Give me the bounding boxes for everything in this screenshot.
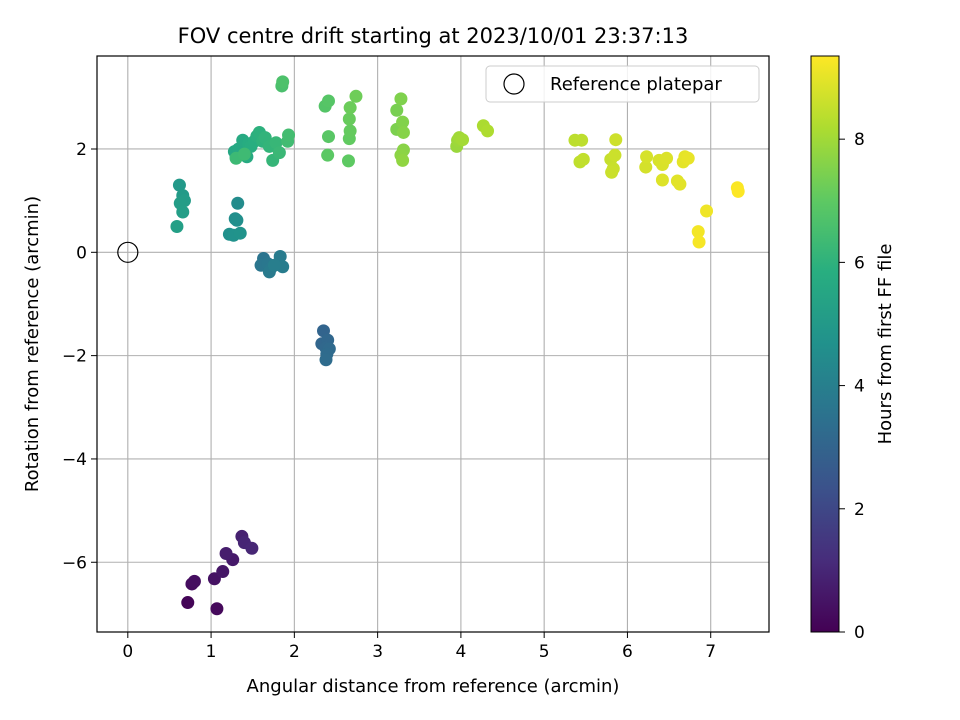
data-point xyxy=(575,133,589,147)
data-point xyxy=(700,204,714,218)
data-point xyxy=(396,125,410,139)
data-point xyxy=(181,596,195,610)
data-point xyxy=(341,154,355,168)
data-point xyxy=(343,124,357,138)
x-tick-label: 0 xyxy=(122,642,133,662)
chart-title: FOV centre drift starting at 2023/10/01 … xyxy=(178,24,689,48)
data-point xyxy=(343,101,357,115)
x-axis-ticks: 0 1 2 3 4 5 6 7 xyxy=(122,632,716,662)
data-point xyxy=(660,151,674,165)
data-point xyxy=(605,165,619,179)
data-point xyxy=(576,152,590,166)
data-point xyxy=(319,353,333,367)
data-point xyxy=(681,151,695,165)
x-tick-label: 2 xyxy=(289,642,300,662)
data-point xyxy=(170,219,184,233)
x-axis-label: Angular distance from reference (arcmin) xyxy=(247,676,620,697)
y-tick-label: −6 xyxy=(62,553,87,573)
data-point xyxy=(456,133,470,147)
data-point xyxy=(216,565,230,579)
data-point xyxy=(272,146,286,160)
x-tick-label: 1 xyxy=(206,642,217,662)
data-point xyxy=(390,103,404,117)
data-point xyxy=(655,173,669,187)
y-tick-label: −2 xyxy=(62,347,87,367)
colorbar-tick-label: 8 xyxy=(854,130,865,150)
data-point xyxy=(172,178,186,192)
legend-label-reference: Reference platepar xyxy=(550,74,722,95)
data-point xyxy=(231,196,245,210)
data-point xyxy=(245,541,259,555)
data-point xyxy=(639,160,653,174)
reference-point-marker xyxy=(117,241,139,263)
legend-marker-reference xyxy=(503,73,525,95)
data-point xyxy=(608,148,622,162)
data-point xyxy=(394,92,408,106)
colorbar: 0 2 4 6 8 Hours from first FF file xyxy=(810,55,896,643)
data-point xyxy=(396,115,410,129)
data-point xyxy=(349,89,363,103)
data-point xyxy=(691,225,705,239)
y-tick-label: −4 xyxy=(62,450,87,470)
colorbar-tick-label: 6 xyxy=(854,253,865,273)
scatter-points xyxy=(117,75,745,616)
y-tick-label: 2 xyxy=(76,140,87,160)
grid-lines xyxy=(97,56,769,632)
data-point xyxy=(237,147,251,161)
data-point xyxy=(321,130,335,144)
data-point xyxy=(342,112,356,126)
data-point xyxy=(282,128,296,142)
data-point xyxy=(269,136,283,150)
legend: Reference platepar xyxy=(485,65,760,103)
colorbar-tick-label: 2 xyxy=(854,500,865,520)
data-point xyxy=(673,177,687,191)
data-point xyxy=(396,153,410,167)
data-point xyxy=(321,148,335,162)
x-tick-label: 4 xyxy=(455,642,466,662)
y-tick-label: 0 xyxy=(76,243,87,263)
x-tick-label: 6 xyxy=(622,642,633,662)
data-point xyxy=(187,574,201,588)
colorbar-tick-label: 4 xyxy=(854,377,865,397)
colorbar-tick-label: 0 xyxy=(854,623,865,643)
colorbar-ticks: 0 2 4 6 8 xyxy=(839,130,865,643)
data-point xyxy=(233,226,247,240)
y-axis-ticks: −6 −4 −2 0 2 xyxy=(62,140,97,573)
data-point xyxy=(210,602,224,616)
y-axis-label: Rotation from reference (arcmin) xyxy=(22,196,43,492)
data-point xyxy=(267,258,281,272)
x-tick-label: 3 xyxy=(372,642,383,662)
data-point xyxy=(640,150,654,164)
data-point xyxy=(176,205,190,219)
data-point xyxy=(276,75,290,89)
data-point xyxy=(230,213,244,227)
legend-box xyxy=(485,65,760,103)
data-point xyxy=(321,94,335,108)
data-point xyxy=(731,184,745,198)
data-point xyxy=(219,546,233,560)
plot-frame xyxy=(96,55,770,633)
colorbar-gradient xyxy=(810,55,840,633)
colorbar-label: Hours from first FF file xyxy=(875,244,896,445)
data-point xyxy=(609,133,623,147)
data-point xyxy=(692,235,706,249)
data-point xyxy=(481,124,495,138)
x-tick-label: 5 xyxy=(539,642,550,662)
x-tick-label: 7 xyxy=(705,642,716,662)
